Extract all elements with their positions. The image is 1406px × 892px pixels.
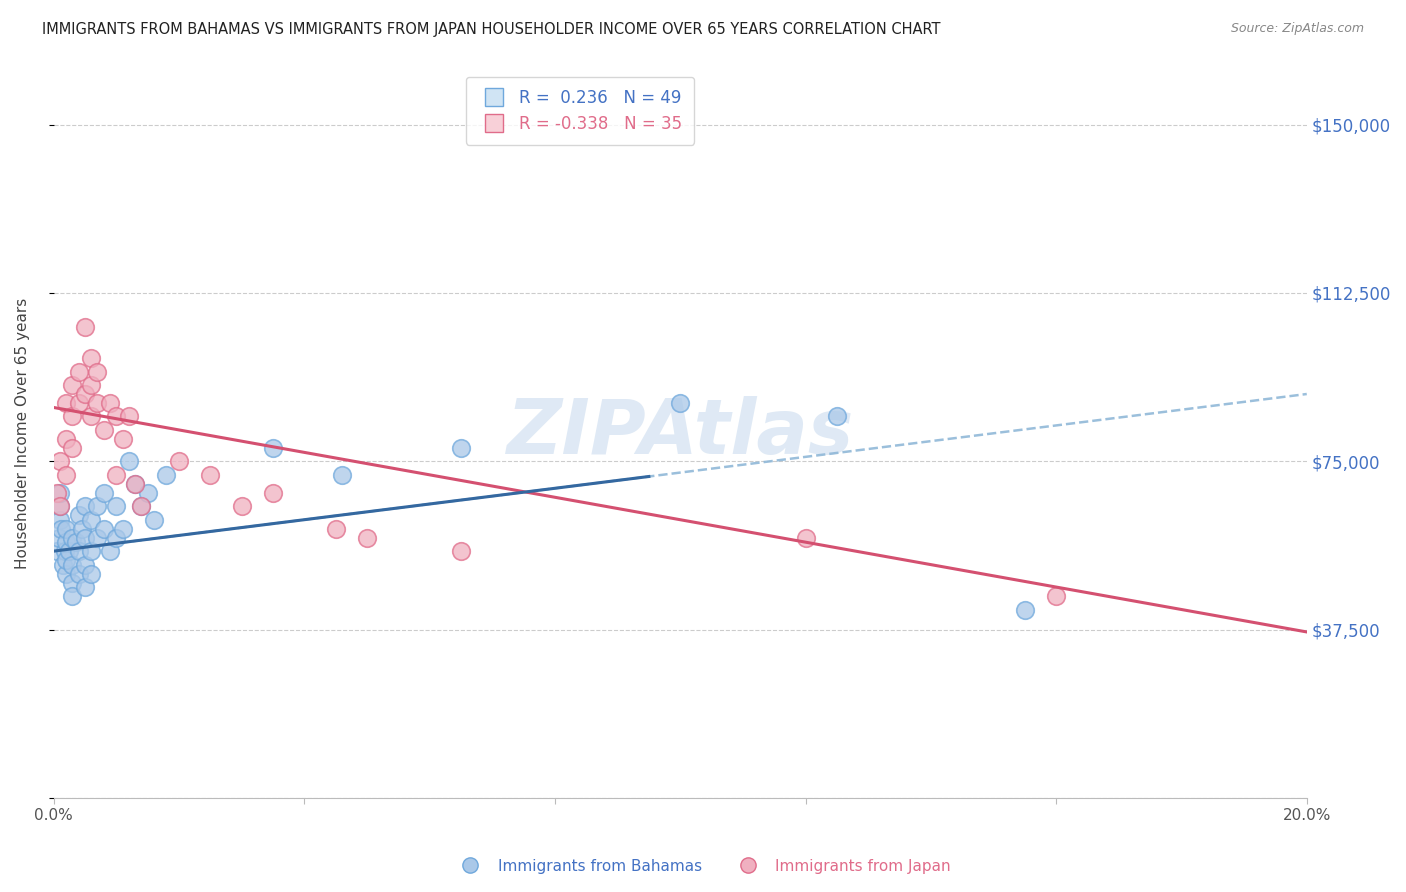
- Point: [60, 409, 83, 424]
- Point: [669, 396, 692, 410]
- Point: [80, 409, 103, 424]
- Point: [55, 566, 77, 581]
- Y-axis label: Householder Income Over 65 years: Householder Income Over 65 years: [15, 298, 30, 569]
- Point: [124, 476, 146, 491]
- Point: [55, 553, 77, 567]
- Point: [49, 500, 72, 514]
- Point: [98, 544, 121, 558]
- Point: [93, 485, 115, 500]
- Point: [60, 531, 83, 545]
- Point: [1045, 589, 1067, 603]
- Point: [794, 531, 817, 545]
- Point: [73, 558, 96, 572]
- Point: [1014, 602, 1036, 616]
- Point: [105, 409, 128, 424]
- Point: [118, 409, 141, 424]
- Point: [49, 522, 72, 536]
- Point: [67, 566, 90, 581]
- Point: [52, 558, 75, 572]
- Point: [48, 531, 70, 545]
- Point: [330, 467, 353, 482]
- Point: [73, 580, 96, 594]
- Point: [262, 441, 284, 455]
- Point: [49, 454, 72, 468]
- Point: [60, 589, 83, 603]
- Point: [111, 522, 134, 536]
- Point: [73, 500, 96, 514]
- Point: [45, 544, 67, 558]
- Point: [93, 423, 115, 437]
- Point: [131, 500, 153, 514]
- Point: [200, 467, 222, 482]
- Point: [70, 522, 93, 536]
- Point: [93, 522, 115, 536]
- Point: [55, 522, 77, 536]
- Point: [86, 500, 108, 514]
- Point: [55, 396, 77, 410]
- Point: [450, 441, 472, 455]
- Point: [86, 396, 108, 410]
- Point: [80, 351, 103, 365]
- Legend: R =  0.236   N = 49, R = -0.338   N = 35: R = 0.236 N = 49, R = -0.338 N = 35: [465, 77, 695, 145]
- Point: [105, 500, 128, 514]
- Point: [825, 409, 848, 424]
- Point: [356, 531, 378, 545]
- Point: [67, 508, 90, 523]
- Point: [49, 485, 72, 500]
- Text: Source: ZipAtlas.com: Source: ZipAtlas.com: [1230, 22, 1364, 36]
- Point: [231, 500, 253, 514]
- Point: [167, 454, 190, 468]
- Point: [60, 441, 83, 455]
- Point: [73, 531, 96, 545]
- Point: [67, 544, 90, 558]
- Point: [80, 566, 103, 581]
- Point: [60, 558, 83, 572]
- Point: [60, 378, 83, 392]
- Point: [124, 476, 146, 491]
- Point: [67, 365, 90, 379]
- Point: [53, 544, 76, 558]
- Point: [155, 467, 177, 482]
- Point: [45, 485, 67, 500]
- Point: [142, 513, 165, 527]
- Point: [105, 467, 128, 482]
- Point: [49, 513, 72, 527]
- Point: [55, 535, 77, 549]
- Point: [80, 378, 103, 392]
- Point: [58, 544, 80, 558]
- Legend: Immigrants from Bahamas, Immigrants from Japan: Immigrants from Bahamas, Immigrants from…: [449, 853, 957, 880]
- Point: [118, 454, 141, 468]
- Point: [60, 575, 83, 590]
- Point: [86, 365, 108, 379]
- Point: [80, 513, 103, 527]
- Point: [325, 522, 347, 536]
- Point: [262, 485, 284, 500]
- Point: [55, 432, 77, 446]
- Point: [86, 531, 108, 545]
- Point: [65, 535, 87, 549]
- Point: [98, 396, 121, 410]
- Point: [111, 432, 134, 446]
- Point: [450, 544, 472, 558]
- Point: [73, 387, 96, 401]
- Point: [131, 500, 153, 514]
- Point: [136, 485, 159, 500]
- Point: [73, 319, 96, 334]
- Point: [80, 544, 103, 558]
- Point: [105, 531, 128, 545]
- Text: ZIPAtlas: ZIPAtlas: [506, 396, 853, 470]
- Text: IMMIGRANTS FROM BAHAMAS VS IMMIGRANTS FROM JAPAN HOUSEHOLDER INCOME OVER 65 YEAR: IMMIGRANTS FROM BAHAMAS VS IMMIGRANTS FR…: [42, 22, 941, 37]
- Point: [49, 500, 72, 514]
- Point: [67, 396, 90, 410]
- Point: [55, 467, 77, 482]
